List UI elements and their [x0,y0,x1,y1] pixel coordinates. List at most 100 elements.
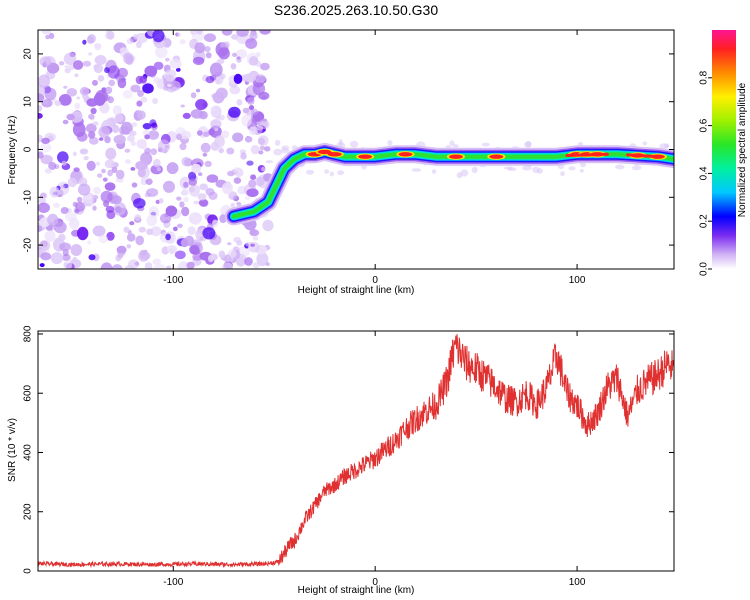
noise-blob [120,121,133,135]
noise-blob [250,174,257,180]
noise-blob [200,142,211,153]
noise-blob [525,141,532,148]
noise-blob [140,96,148,103]
spec-xtick-label: 100 [569,275,586,286]
noise-blob [83,156,89,161]
noise-blob [67,177,78,188]
noise-blob [43,99,49,105]
noise-blob [74,73,79,78]
noise-blob [50,252,64,265]
noise-blob [107,169,113,177]
colorbar-tick-label: 0.4 [699,166,710,180]
noise-blob [57,151,69,164]
noise-blob [221,182,233,195]
noise-blob [150,226,162,237]
noise-blob [188,178,197,186]
noise-blob [180,130,192,140]
noise-blob [214,135,225,148]
noise-blob [149,119,157,127]
noise-blob [236,56,241,60]
noise-blob [274,139,281,146]
noise-blob [72,201,78,207]
noise-blob [72,256,78,262]
noise-blob [110,195,122,205]
noise-blob [246,188,259,197]
noise-blob [176,196,182,201]
noise-blob [252,236,259,241]
noise-blob [137,90,145,97]
noise-blob [144,65,158,77]
noise-blob [117,67,128,78]
noise-blob [150,164,163,175]
noise-blob [76,196,83,203]
noise-blob [481,142,490,147]
noise-blob [226,147,235,155]
noise-blob [254,176,265,187]
noise-blob [218,47,230,60]
noise-blob [145,178,153,185]
noise-blob [39,263,45,268]
noise-blob [44,87,57,101]
noise-blob [209,62,223,77]
colorbar-gradient [712,30,736,269]
snr-ytick-label: 200 [23,503,34,520]
noise-blob [246,160,254,166]
noise-blob [191,191,199,198]
noise-blob [249,229,260,237]
noise-blob [138,226,146,233]
noise-blob [179,39,186,45]
spec-ytick-label: 20 [23,48,34,60]
noise-blob [48,162,57,170]
noise-blob [244,136,253,143]
noise-blob [58,94,72,106]
colorbar-label: Normalized spectral amplitude [737,82,748,217]
noise-blob [166,162,179,175]
noise-blob [46,62,60,74]
noise-blob [107,65,120,79]
noise-blob [135,235,144,246]
noise-blob [471,166,478,174]
noise-blob [257,137,266,145]
colorbar-ticks: 0.0 0.2 0.4 0.6 0.8 [699,70,712,276]
noise-blob [165,233,171,241]
noise-blob [349,140,359,148]
snr-xlabel: Height of straight line (km) [298,585,415,596]
noise-blob [167,83,172,88]
noise-blob [41,30,52,35]
spec-ytick-label: -20 [23,237,34,252]
noise-blob [245,38,258,49]
noise-blob [579,169,584,173]
noise-blob [197,193,207,201]
noise-blob [195,99,208,110]
noise-blob [136,110,146,120]
noise-blob [262,219,274,232]
noise-blob [251,108,259,116]
noise-blob [205,52,212,59]
noise-blob [190,92,197,99]
noise-blob [66,113,75,121]
noise-blob [431,169,437,174]
noise-blob [207,255,214,263]
noise-blob [98,137,104,141]
noise-blob [329,171,334,177]
noise-blob [210,119,222,129]
noise-blob [248,56,259,66]
noise-blob [615,164,625,170]
noise-blob [230,63,237,70]
noise-blob [76,96,81,100]
noise-blob [139,252,151,260]
noise-blob [135,41,142,49]
noise-blob [78,183,91,196]
noise-blob [60,207,69,214]
noise-blob [105,147,117,160]
noise-blob [150,148,158,156]
noise-blob [97,75,105,82]
noise-blob [248,126,258,136]
noise-blob [126,38,134,45]
noise-blob [664,143,669,149]
noise-blob [84,196,94,204]
noise-blob [228,106,241,118]
noise-blob [92,205,97,211]
